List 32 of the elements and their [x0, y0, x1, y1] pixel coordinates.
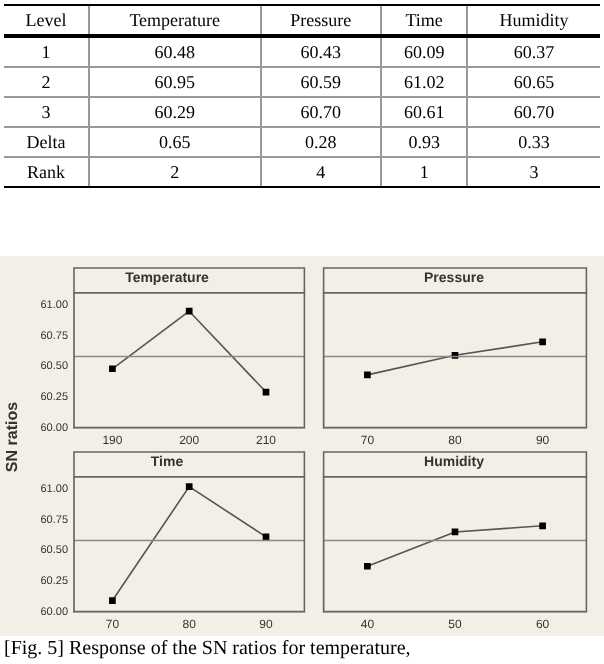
text: 60.65 [513, 72, 555, 92]
text: 60.59 [300, 72, 342, 92]
category-label: Pressure [260, 5, 382, 36]
text: Rank [27, 162, 66, 182]
category-label: Level [4, 5, 90, 36]
text: 0.65 [158, 132, 191, 152]
text: 60.29 [154, 102, 195, 122]
text: 0.28 [305, 132, 337, 152]
text: Delta [26, 132, 66, 152]
text: 60.70 [300, 102, 342, 122]
text: 60.37 [513, 42, 555, 62]
category-label: Humidity [467, 5, 600, 36]
category-label: Temperature [89, 5, 261, 36]
text: 2 [170, 162, 180, 182]
y-axis-title: SN ratios [3, 399, 21, 477]
text: 60.43 [300, 42, 342, 62]
text: 0.93 [408, 132, 440, 152]
text: 60.09 [403, 42, 445, 62]
text: 60.61 [403, 102, 445, 122]
text: 60.70 [513, 102, 555, 122]
text: 2 [41, 72, 51, 92]
text: 61.02 [403, 72, 445, 92]
text: 60.48 [154, 42, 195, 62]
text: 3 [41, 102, 51, 122]
text: [Fig. 5] Response of the SN ratios for temperature, [4, 638, 413, 660]
text: 1 [41, 42, 51, 62]
text: 60.95 [154, 72, 195, 92]
text: 4 [316, 162, 326, 182]
text: 0.33 [518, 132, 550, 152]
text: 3 [529, 162, 539, 182]
text: 1 [419, 162, 429, 182]
category-label: Time [381, 5, 468, 36]
